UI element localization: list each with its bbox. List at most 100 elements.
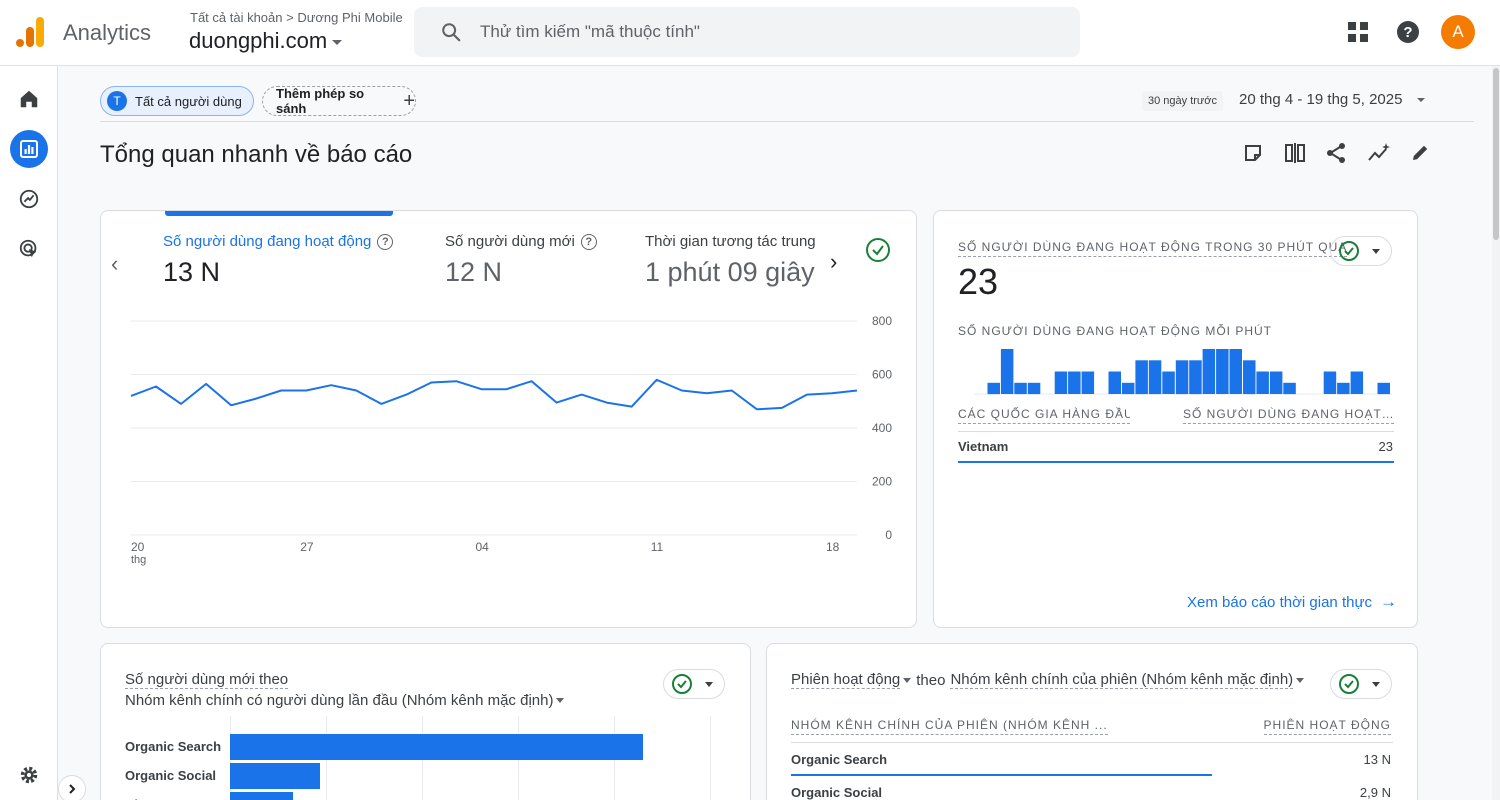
dimension-label: Nhóm kênh chính có người dùng lần đầu (N… [125, 692, 554, 709]
minute-bar [1068, 371, 1081, 394]
insights-icon[interactable] [1366, 140, 1392, 166]
add-comparison-button[interactable]: Thêm phép so sánh + [262, 86, 416, 116]
realtime-title: SỐ NGƯỜI DÙNG ĐANG HOẠT ĐỘNG TRONG 30 PH… [958, 240, 1348, 257]
share-icon[interactable] [1323, 140, 1349, 166]
settings-icon[interactable] [10, 756, 48, 794]
help-icon[interactable]: ? [1394, 18, 1422, 46]
x-tick-label: 20 [131, 540, 145, 554]
minute-bar [1323, 371, 1337, 394]
y-tick-label: 800 [872, 314, 892, 328]
segment-chip[interactable]: T Tất cả người dùng [100, 86, 254, 116]
home-icon[interactable] [10, 80, 48, 118]
x-tick-label: 04 [475, 540, 489, 554]
minute-bar [1000, 349, 1014, 394]
realtime-value: 23 [958, 261, 999, 302]
column-header[interactable]: CÁC QUỐC GIA HÀNG ĐẦU [958, 407, 1130, 424]
metric-tab-engagement-time[interactable]: Thời gian tương tác trung [645, 233, 817, 250]
table-row-label: Organic Social [791, 785, 883, 800]
new-users-options-button[interactable] [663, 669, 725, 699]
minute-bar [1283, 382, 1296, 395]
overview-card: ‹ › Số người dùng đang hoạt động ? 13 N … [100, 210, 917, 628]
realtime-card: SỐ NGƯỜI DÙNG ĐANG HOẠT ĐỘNG TRONG 30 PH… [933, 210, 1418, 628]
pencil-icon[interactable] [1407, 140, 1433, 166]
chevron-down-icon [705, 681, 713, 687]
chevron-right-icon[interactable]: › [830, 249, 838, 274]
x-tick-label: 18 [826, 540, 840, 554]
metric-label: Số người dùng đang hoạt động [163, 233, 372, 250]
advertising-icon[interactable] [10, 230, 48, 268]
plus-icon: + [403, 89, 415, 112]
metric-selector[interactable]: Phiên hoạt động [791, 671, 901, 689]
minute-bar [1121, 382, 1135, 395]
by-label: theo [916, 671, 946, 689]
bar-label: Organic Social [125, 768, 217, 783]
per-minute-title: SỐ NGƯỜI DÙNG ĐANG HOẠT ĐỘNG MỖI PHÚT [958, 324, 1272, 338]
minute-bar [1202, 349, 1216, 394]
column-header[interactable]: SỐ NGƯỜI DÙNG ĐANG HOẠT ĐỘNG [1183, 407, 1394, 424]
minute-bar [1337, 382, 1350, 395]
segment-letter: T [107, 91, 127, 111]
breadcrumb[interactable]: Tất cả tài khoản > Dương Phi Mobile [190, 10, 403, 25]
search-bar[interactable] [414, 7, 1080, 57]
minute-bar [1243, 360, 1256, 395]
minute-bar [1148, 360, 1162, 395]
page-scrollbar[interactable] [1492, 66, 1500, 800]
active-tab-indicator [165, 211, 393, 216]
avatar[interactable]: A [1441, 15, 1475, 49]
help-icon[interactable]: ? [377, 233, 394, 250]
property-selector[interactable]: duongphi.com [189, 28, 343, 54]
sessions-options-button[interactable] [1330, 669, 1392, 699]
expand-nav-button[interactable] [58, 775, 86, 800]
x-tick-label: 27 [300, 540, 314, 554]
dimension-selector[interactable]: Nhóm kênh chính có người dùng lần đầu (N… [125, 692, 565, 709]
chevron-left-icon[interactable]: ‹ [111, 251, 119, 276]
chevron-right-icon [69, 784, 76, 794]
per-minute-bar-chart [974, 349, 1392, 395]
table-row-label: Organic Search [791, 752, 888, 767]
dimension-selector[interactable]: Nhóm kênh chính của phiên (Nhóm kênh mặc… [950, 671, 1294, 689]
bar [230, 763, 320, 789]
column-header[interactable]: NHÓM KÊNH CHÍNH CỦA PHIÊN (NHÓM KÊNH ... [791, 718, 1108, 735]
country-users: 23 [1378, 439, 1393, 454]
analytics-logo-icon[interactable] [14, 16, 46, 48]
minute-bar [1377, 382, 1390, 395]
help-icon[interactable]: ? [580, 233, 597, 250]
series-line [130, 378, 858, 411]
search-icon [442, 23, 461, 42]
divider [791, 742, 1393, 743]
y-tick-label: 200 [872, 475, 892, 489]
realtime-options-button[interactable] [1330, 236, 1392, 266]
date-range-label: 20 thg 4 - 19 thg 5, 2025 [1239, 91, 1403, 108]
page-title: Tổng quan nhanh về báo cáo [100, 141, 413, 168]
property-name: duongphi.com [189, 28, 328, 53]
minute-bar [1135, 360, 1148, 395]
minute-bar [1027, 382, 1041, 395]
reports-icon[interactable] [10, 130, 48, 168]
apps-grid-icon[interactable] [1344, 18, 1372, 46]
column-header[interactable]: PHIÊN HOẠT ĐỘNG [1263, 718, 1391, 735]
compare-columns-icon[interactable] [1282, 140, 1308, 166]
scrollbar-thumb[interactable] [1493, 68, 1499, 240]
metric-value: 12 N [445, 257, 503, 287]
view-realtime-link[interactable]: Xem báo cáo thời gian thực → [1187, 592, 1397, 612]
search-input[interactable] [480, 22, 1040, 42]
metric-tab-new-users[interactable]: Số người dùng mới ? [445, 233, 597, 250]
check-circle-icon[interactable] [866, 238, 890, 262]
edit-comparison-icon[interactable] [1240, 140, 1266, 166]
minute-bar [1014, 382, 1027, 395]
metric-tab-active-users[interactable]: Số người dùng đang hoạt động ? [163, 233, 394, 250]
metric-value: 13 N [163, 257, 221, 287]
minute-bar [1189, 360, 1202, 395]
chevron-down-icon[interactable] [1296, 677, 1305, 683]
segment-label: Tất cả người dùng [135, 93, 242, 109]
date-range-picker[interactable]: 20 thg 4 - 19 thg 5, 2025 [1239, 91, 1426, 108]
explore-icon[interactable] [10, 180, 48, 218]
bar [230, 734, 643, 760]
divider [958, 431, 1394, 432]
minute-bar [1108, 371, 1121, 394]
y-tick-label: 600 [872, 368, 892, 382]
x-tick-sub-label: thg [131, 554, 146, 566]
chevron-down-icon[interactable] [903, 677, 912, 683]
metric-value: 1 phút 09 giây [645, 257, 815, 287]
view-realtime-label: Xem báo cáo thời gian thực [1187, 593, 1372, 611]
